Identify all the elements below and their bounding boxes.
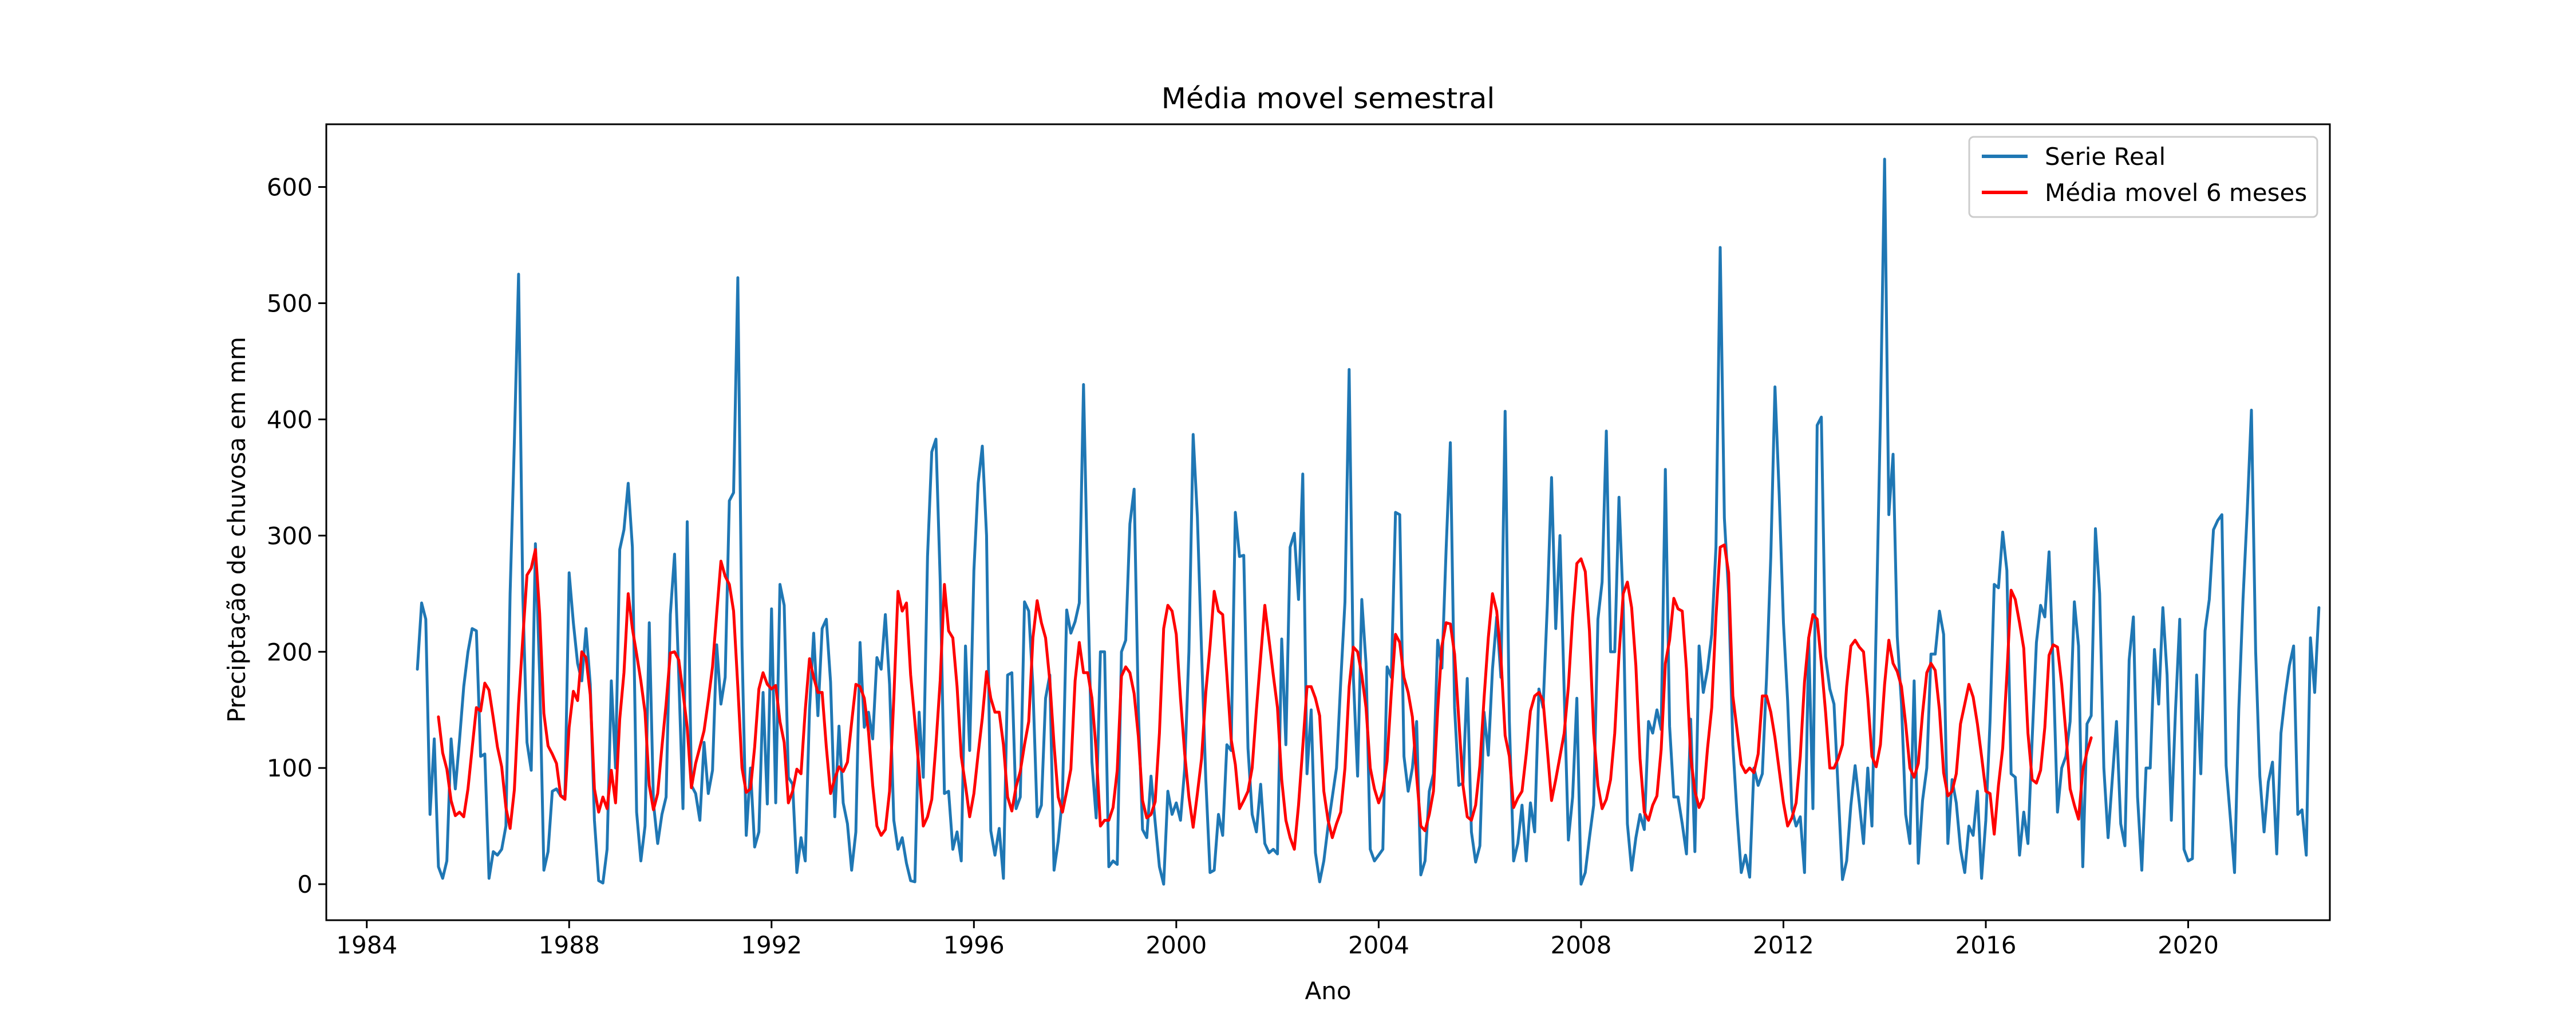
x-axis-label: Ano xyxy=(1305,977,1351,1005)
y-tick-label: 600 xyxy=(267,174,313,202)
x-tick-label: 2012 xyxy=(1753,931,1814,959)
x-tick-label: 2000 xyxy=(1145,931,1207,959)
y-tick-label: 200 xyxy=(267,638,313,666)
series-line-media-movel xyxy=(437,543,2093,851)
y-tick-label: 100 xyxy=(267,754,313,782)
legend-box xyxy=(1968,136,2318,218)
x-tick-label: 2004 xyxy=(1348,931,1409,959)
x-tick-label: 1988 xyxy=(539,931,600,959)
y-axis-label: Preciptação de chuvosa em mm xyxy=(223,337,251,723)
y-tick-label: 300 xyxy=(267,522,313,550)
x-tick-label: 2020 xyxy=(2158,931,2219,959)
y-tick-label: 0 xyxy=(297,870,313,898)
legend-label-serie-real: Serie Real xyxy=(2045,143,2166,171)
chart-title: Média movel semestral xyxy=(1161,82,1495,115)
x-tick-label: 1984 xyxy=(336,931,397,959)
y-tick-label: 500 xyxy=(267,289,313,317)
legend: Serie Real Média movel 6 meses xyxy=(1968,136,2318,218)
x-tick-label: 1996 xyxy=(943,931,1005,959)
x-tick-label: 1992 xyxy=(741,931,802,959)
plot-frame xyxy=(325,123,2331,921)
legend-label-media-movel: Média movel 6 meses xyxy=(2045,179,2307,207)
y-tick-label: 400 xyxy=(267,405,313,433)
x-tick-label: 2016 xyxy=(1955,931,2017,959)
x-tick-label: 2008 xyxy=(1550,931,1611,959)
